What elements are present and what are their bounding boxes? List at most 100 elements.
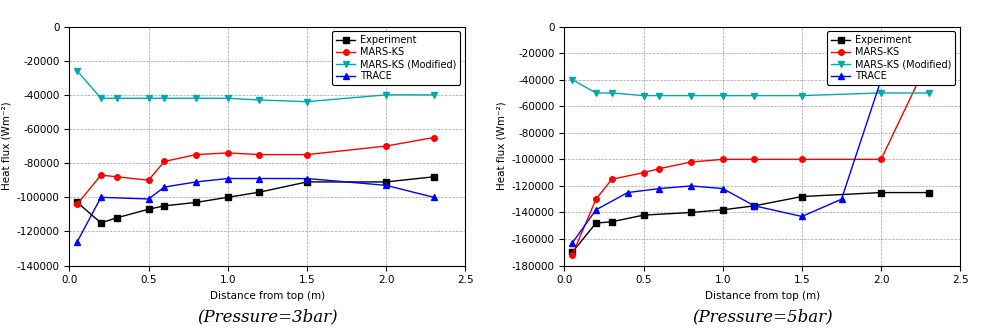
Legend: Experiment, MARS-KS, MARS-KS (Modified), TRACE: Experiment, MARS-KS, MARS-KS (Modified),… <box>332 32 460 85</box>
TRACE <box>748 204 760 208</box>
Text: (Pressure=3bar): (Pressure=3bar) <box>197 308 338 325</box>
TRACE <box>653 187 665 191</box>
MARS-KS (Modified) <box>748 94 760 98</box>
MARS-KS <box>111 175 123 179</box>
MARS-KS <box>301 153 313 157</box>
Experiment <box>190 201 202 205</box>
MARS-KS (Modified) <box>222 96 234 100</box>
MARS-KS (Modified) <box>606 91 618 95</box>
MARS-KS (Modified) <box>428 93 440 97</box>
MARS-KS (Modified) <box>190 96 202 100</box>
TRACE <box>380 183 392 187</box>
Experiment <box>158 204 170 208</box>
MARS-KS <box>222 151 234 155</box>
TRACE <box>685 184 697 188</box>
MARS-KS <box>606 177 618 181</box>
MARS-KS (Modified) <box>380 93 392 97</box>
MARS-KS <box>158 159 170 163</box>
Experiment <box>143 207 154 211</box>
MARS-KS <box>638 171 649 175</box>
MARS-KS (Modified) <box>158 96 170 100</box>
MARS-KS <box>685 160 697 164</box>
X-axis label: Distance from top (m): Distance from top (m) <box>210 291 325 301</box>
TRACE <box>190 180 202 184</box>
MARS-KS <box>428 135 440 139</box>
TRACE <box>95 195 107 199</box>
Y-axis label: Heat flux (Wm⁻²): Heat flux (Wm⁻²) <box>1 102 11 190</box>
MARS-KS (Modified) <box>653 94 665 98</box>
MARS-KS (Modified) <box>301 100 313 104</box>
MARS-KS <box>380 144 392 148</box>
MARS-KS <box>590 197 602 201</box>
TRACE <box>301 177 313 181</box>
Experiment <box>111 216 123 220</box>
MARS-KS <box>253 153 265 157</box>
MARS-KS <box>95 173 107 177</box>
MARS-KS <box>71 202 83 206</box>
MARS-KS (Modified) <box>143 96 154 100</box>
TRACE <box>222 177 234 181</box>
Experiment <box>748 204 760 208</box>
Experiment <box>71 201 83 205</box>
Experiment <box>606 220 618 224</box>
MARS-KS (Modified) <box>717 94 729 98</box>
Experiment <box>875 191 887 195</box>
Y-axis label: Heat flux (Wm⁻²): Heat flux (Wm⁻²) <box>496 102 506 190</box>
MARS-KS <box>653 167 665 171</box>
Experiment <box>428 175 440 179</box>
Experiment <box>923 191 935 195</box>
MARS-KS (Modified) <box>796 94 808 98</box>
Line: MARS-KS: MARS-KS <box>74 135 437 207</box>
Experiment <box>95 221 107 225</box>
Line: TRACE: TRACE <box>569 37 932 246</box>
MARS-KS (Modified) <box>566 78 578 82</box>
TRACE <box>836 197 847 201</box>
MARS-KS (Modified) <box>923 91 935 95</box>
TRACE <box>590 208 602 212</box>
TRACE <box>143 197 154 201</box>
TRACE <box>875 78 887 82</box>
TRACE <box>923 38 935 42</box>
Experiment <box>796 195 808 199</box>
Legend: Experiment, MARS-KS, MARS-KS (Modified), TRACE: Experiment, MARS-KS, MARS-KS (Modified),… <box>827 32 955 85</box>
MARS-KS (Modified) <box>638 94 649 98</box>
Experiment <box>253 190 265 194</box>
Line: Experiment: Experiment <box>74 174 437 226</box>
Experiment <box>222 195 234 199</box>
Experiment <box>380 180 392 184</box>
MARS-KS <box>143 178 154 182</box>
TRACE <box>566 241 578 245</box>
Line: TRACE: TRACE <box>74 176 437 244</box>
MARS-KS (Modified) <box>111 96 123 100</box>
MARS-KS <box>875 157 887 161</box>
TRACE <box>622 191 634 195</box>
MARS-KS (Modified) <box>590 91 602 95</box>
MARS-KS (Modified) <box>95 96 107 100</box>
MARS-KS (Modified) <box>685 94 697 98</box>
Experiment <box>685 210 697 214</box>
X-axis label: Distance from top (m): Distance from top (m) <box>705 291 820 301</box>
MARS-KS <box>717 157 729 161</box>
MARS-KS <box>796 157 808 161</box>
Experiment <box>717 208 729 212</box>
Text: (Pressure=5bar): (Pressure=5bar) <box>692 308 833 325</box>
TRACE <box>717 187 729 191</box>
TRACE <box>253 177 265 181</box>
Line: MARS-KS (Modified): MARS-KS (Modified) <box>569 77 932 98</box>
Line: Experiment: Experiment <box>569 190 932 255</box>
MARS-KS (Modified) <box>71 69 83 73</box>
Line: MARS-KS: MARS-KS <box>569 57 932 258</box>
TRACE <box>71 240 83 244</box>
MARS-KS (Modified) <box>875 91 887 95</box>
TRACE <box>428 195 440 199</box>
Experiment <box>566 250 578 254</box>
MARS-KS <box>190 153 202 157</box>
TRACE <box>158 185 170 189</box>
MARS-KS (Modified) <box>253 98 265 102</box>
Experiment <box>301 180 313 184</box>
MARS-KS <box>748 157 760 161</box>
MARS-KS <box>566 253 578 257</box>
Line: MARS-KS (Modified): MARS-KS (Modified) <box>74 68 437 105</box>
MARS-KS <box>923 58 935 62</box>
Experiment <box>590 221 602 225</box>
